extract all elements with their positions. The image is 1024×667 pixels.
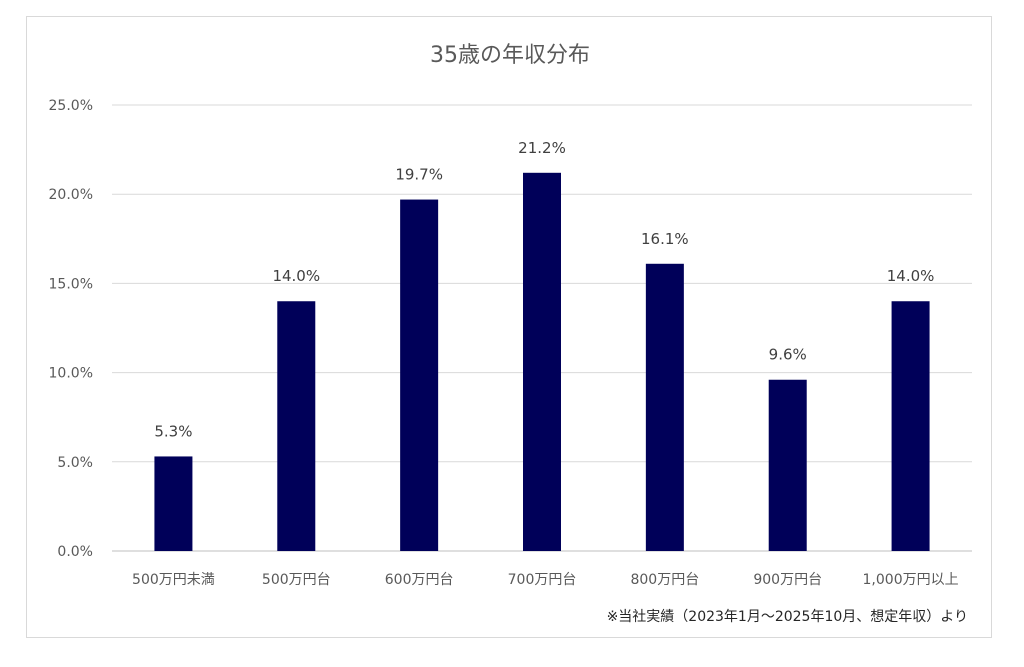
data-label: 14.0% — [887, 267, 935, 285]
y-tick-label: 5.0% — [57, 455, 93, 471]
y-tick-label: 15.0% — [49, 276, 93, 292]
category-labels: 500万円未満 500万円台 600万円台 700万円台 800万円台 900万円台 1,0… — [132, 572, 959, 588]
bar — [523, 172, 561, 552]
y-tick-label: 0.0% — [57, 544, 93, 560]
category-label: 800万円台 — [630, 572, 699, 588]
data-label: 19.7% — [395, 166, 443, 184]
bar — [891, 301, 930, 551]
data-label: 5.3% — [154, 422, 192, 440]
category-label: 700万円台 — [508, 572, 577, 588]
y-axis-tick-labels: 0.0% 5.0% 10.0% 15.0% 20.0% 25.0% — [49, 98, 93, 560]
bar — [645, 263, 684, 551]
chart-title: 35歳の年収分布 — [430, 43, 590, 68]
bars — [154, 172, 930, 552]
data-label: 9.6% — [769, 346, 807, 364]
bar — [400, 199, 439, 551]
category-label: 1,000万円以上 — [863, 572, 959, 588]
category-label: 600万円台 — [385, 572, 454, 588]
data-labels: 5.3% 14.0% 19.7% 21.2% 16.1% 9.6% 14.0% — [154, 139, 934, 441]
data-label: 14.0% — [272, 267, 320, 285]
bar — [277, 301, 316, 551]
y-tick-label: 20.0% — [49, 187, 93, 203]
data-label: 21.2% — [518, 139, 566, 157]
y-tick-label: 25.0% — [49, 98, 93, 114]
footnote: ※当社実績（2023年1月～2025年10月、想定年収）より — [607, 609, 968, 625]
category-label: 500万円台 — [262, 572, 331, 588]
category-label: 900万円台 — [753, 572, 822, 588]
bar — [768, 379, 807, 551]
bar — [154, 456, 193, 551]
y-tick-label: 10.0% — [49, 366, 93, 382]
data-label: 16.1% — [641, 230, 689, 248]
category-label: 500万円未満 — [132, 572, 215, 588]
